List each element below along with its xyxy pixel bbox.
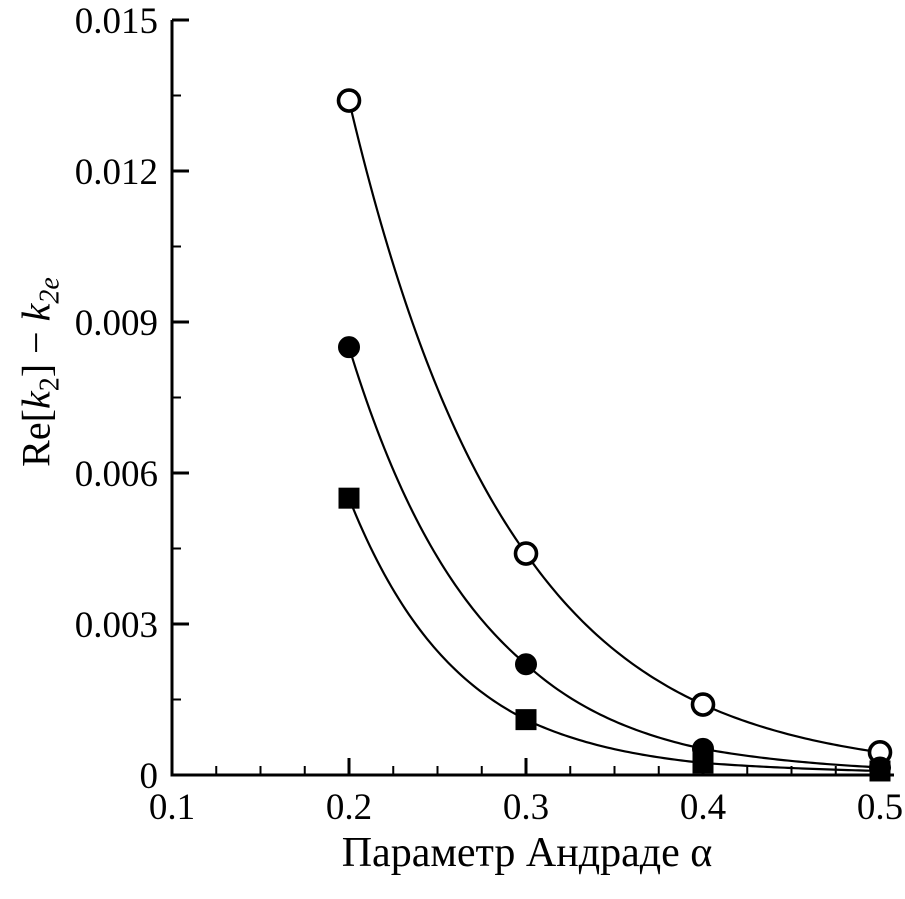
open-circle-marker [513,541,539,566]
y-axis-label-part: 2e [34,277,66,304]
x-tick-label: 0.1 [149,787,195,828]
y-axis: 0 0.003 0.006 0.009 0.012 0.015 [75,1,189,797]
y-tick-label: 0.006 [75,454,158,495]
y-axis-label-part: Re[ [13,409,59,467]
x-axis: 0.1 0.2 0.3 0.4 0.5 [149,758,903,828]
y-axis-label-part: 2 [34,377,66,392]
open-circle-marker [690,692,716,717]
y-axis-label-part: k [13,391,59,410]
filled-square-marker [692,752,714,774]
y-axis-label: Re[k2] − k2e [13,277,66,467]
x-tick-label: 0.5 [857,787,903,828]
filled-square-marker [515,709,537,731]
series-filled-square-series [338,487,891,782]
x-axis-label: Параметр Андраде α [341,830,713,876]
x-tick-label: 0.3 [503,787,549,828]
filled-square-marker [869,760,891,782]
open-circle-marker [336,88,362,113]
series-line [347,497,881,773]
y-tick-label: 0 [140,756,159,797]
y-axis-label-part: k [13,303,59,322]
y-tick-label: 0.003 [75,605,158,646]
filled-circle-marker [338,336,360,359]
filled-circle-marker [515,653,537,676]
y-axis-label-part: ] [13,363,59,378]
filled-square-marker [338,487,360,509]
x-tick-label: 0.4 [680,787,726,828]
series-filled-circle-series [338,336,891,779]
y-tick-label: 0.009 [75,303,158,344]
series-open-circle-series [336,88,893,765]
y-tick-label: 0.015 [75,1,158,42]
series-line [347,100,881,754]
x-tick-label: 0.2 [326,787,372,828]
y-tick-label: 0.012 [75,152,158,193]
series-line [347,346,881,769]
y-axis-label-part: − [13,321,59,364]
